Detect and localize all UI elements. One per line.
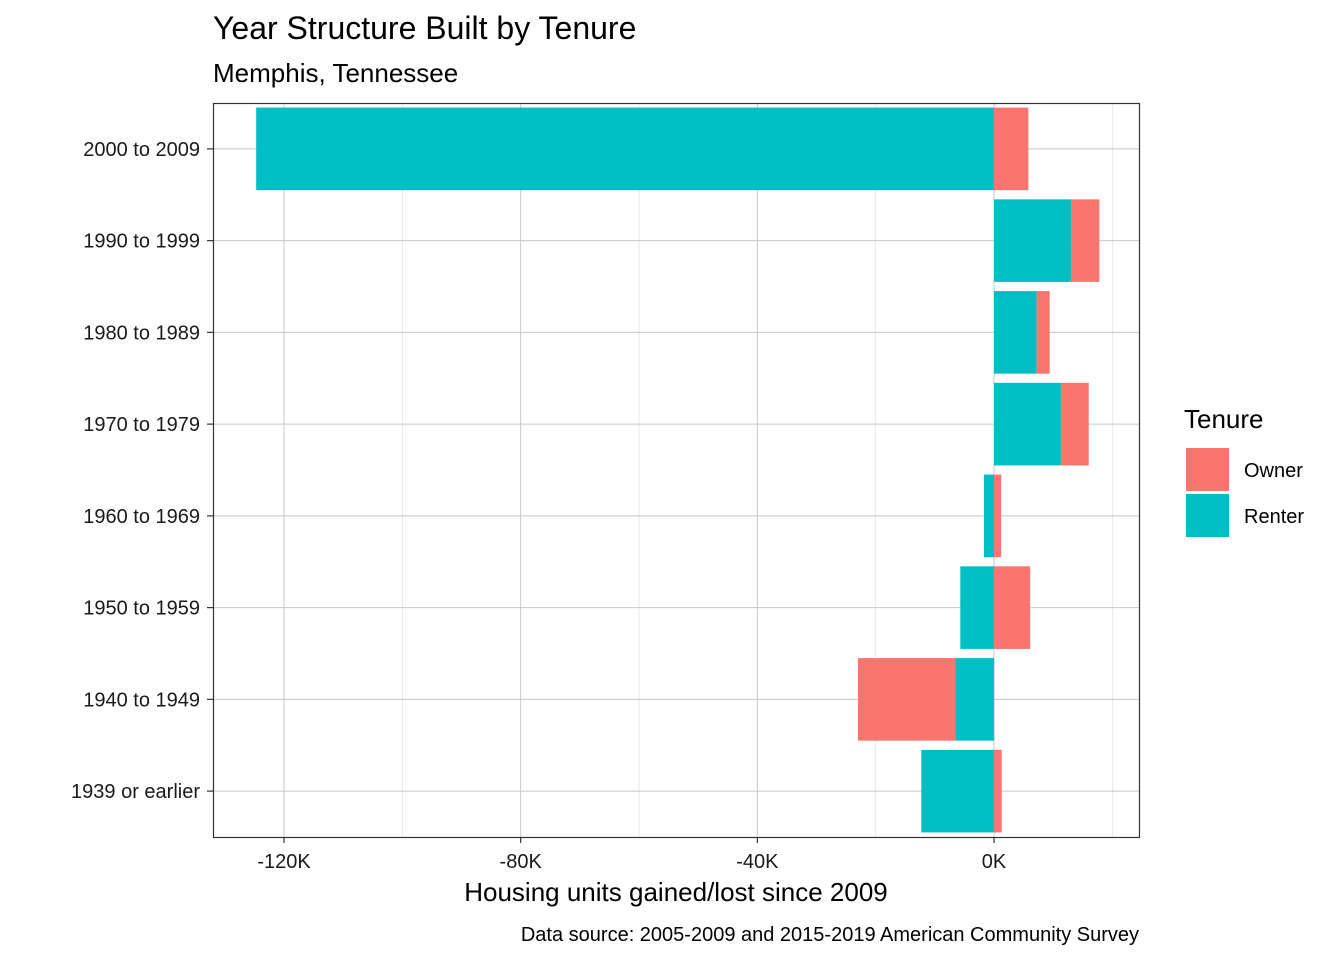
y-tick-label: 1970 to 1979 — [83, 414, 200, 436]
bar-renter-0 — [256, 107, 995, 191]
x-tick-label: -40K — [736, 851, 779, 873]
legend: Tenure Owner Renter — [1184, 404, 1304, 537]
y-tick-label: 1950 to 1959 — [83, 598, 200, 620]
bar-owner-6 — [857, 658, 956, 741]
legend-title: Tenure — [1184, 404, 1264, 434]
bars — [256, 107, 1100, 833]
bar-renter-6 — [955, 658, 995, 741]
bar-renter-5 — [960, 566, 995, 649]
chart-title: Year Structure Built by Tenure — [213, 10, 636, 46]
bar-owner-1 — [1070, 199, 1100, 282]
y-tick-label: 1940 to 1949 — [83, 689, 200, 711]
legend-label-renter: Renter — [1244, 506, 1304, 528]
y-tick-label: 1990 to 1999 — [83, 231, 200, 253]
bar-owner-5 — [994, 566, 1031, 649]
x-axis: -120K -80K -40K 0K — [257, 837, 1007, 873]
y-tick-label: 1960 to 1969 — [83, 506, 200, 528]
bar-owner-2 — [1036, 291, 1050, 374]
bar-renter-3 — [994, 382, 1061, 466]
bar-owner-4 — [994, 474, 1002, 558]
y-tick-label: 1939 or earlier — [71, 781, 200, 803]
bar-renter-1 — [994, 199, 1071, 282]
y-axis: 2000 to 2009 1990 to 1999 1980 to 1989 1970… — [71, 139, 213, 803]
bar-owner-7 — [994, 749, 1002, 833]
bar-renter-4 — [983, 474, 995, 558]
legend-key-owner — [1186, 448, 1229, 491]
caption: Data source: 2005-2009 and 2015-2019 Ame… — [521, 924, 1139, 946]
y-tick-label: 1980 to 1989 — [83, 322, 200, 344]
plot-panel-border — [212, 102, 1141, 839]
bar-renter-2 — [994, 291, 1037, 374]
chart-subtitle: Memphis, Tennessee — [213, 58, 458, 88]
legend-label-owner: Owner — [1244, 460, 1303, 482]
y-tick-label: 2000 to 2009 — [83, 139, 200, 161]
x-tick-label: -80K — [500, 851, 543, 873]
bar-renter-7 — [921, 749, 995, 833]
x-tick-label: -120K — [257, 851, 311, 873]
x-axis-label: Housing units gained/lost since 2009 — [464, 877, 888, 907]
legend-key-renter — [1186, 494, 1229, 537]
bar-owner-0 — [994, 107, 1029, 191]
bar-owner-3 — [1060, 382, 1089, 466]
x-tick-label: 0K — [982, 851, 1007, 873]
